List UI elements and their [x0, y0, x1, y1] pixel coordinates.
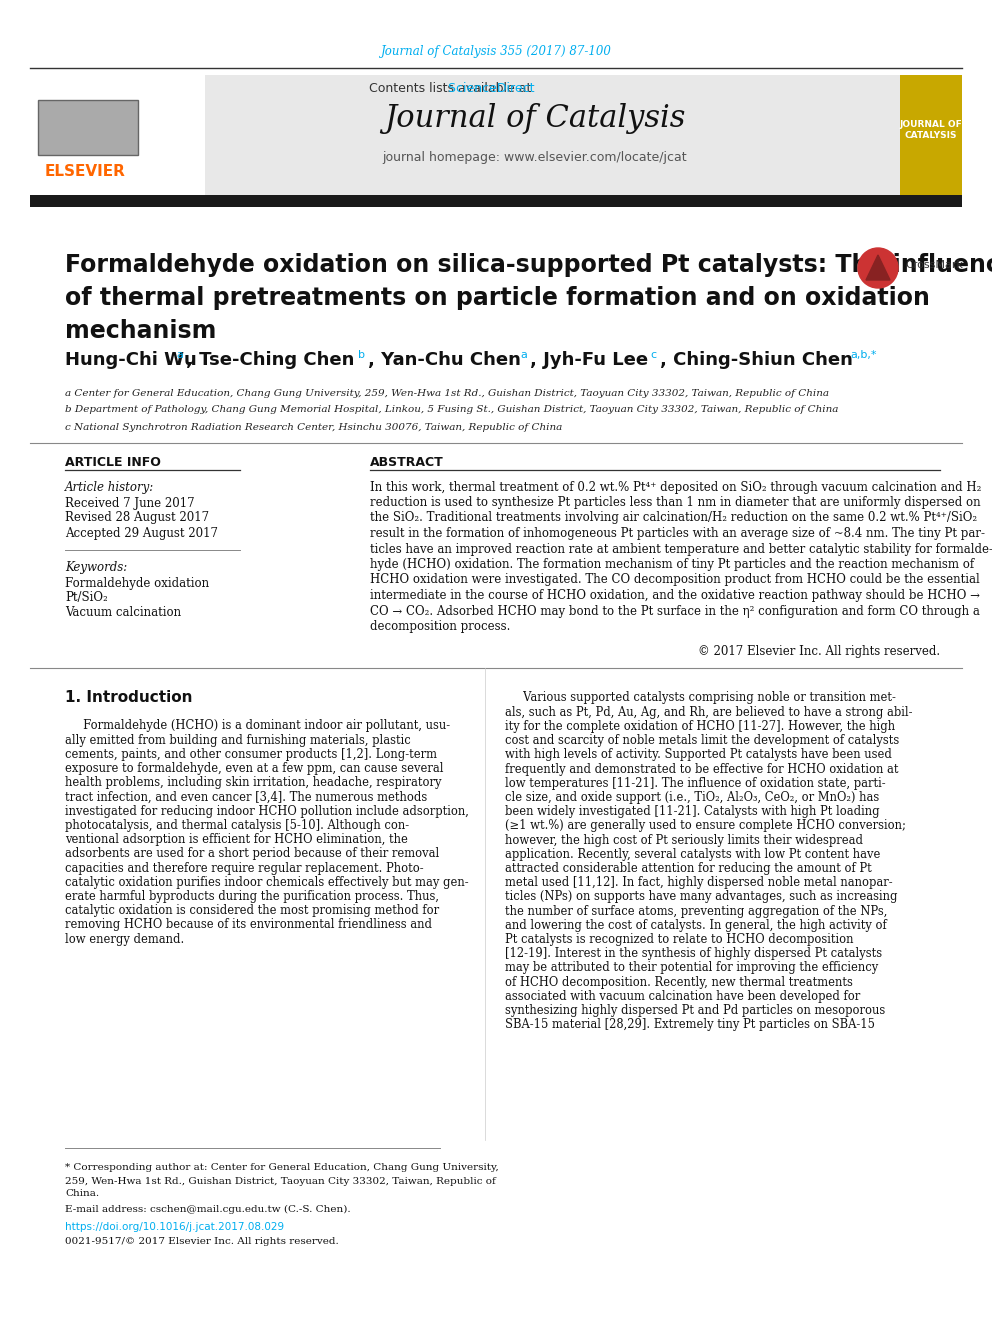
- FancyBboxPatch shape: [30, 75, 205, 194]
- Text: low energy demand.: low energy demand.: [65, 933, 185, 946]
- Text: decomposition process.: decomposition process.: [370, 620, 510, 632]
- Text: associated with vacuum calcination have been developed for: associated with vacuum calcination have …: [505, 990, 860, 1003]
- Text: ticles have an improved reaction rate at ambient temperature and better catalyti: ticles have an improved reaction rate at…: [370, 542, 992, 556]
- FancyBboxPatch shape: [900, 75, 962, 194]
- FancyBboxPatch shape: [30, 194, 962, 206]
- Text: Pt catalysts is recognized to relate to HCHO decomposition: Pt catalysts is recognized to relate to …: [505, 933, 853, 946]
- Text: the number of surface atoms, preventing aggregation of the NPs,: the number of surface atoms, preventing …: [505, 905, 888, 917]
- Text: HCHO oxidation were investigated. The CO decomposition product from HCHO could b: HCHO oxidation were investigated. The CO…: [370, 573, 980, 586]
- Text: (≥1 wt.%) are generally used to ensure complete HCHO conversion;: (≥1 wt.%) are generally used to ensure c…: [505, 819, 906, 832]
- Text: b Department of Pathology, Chang Gung Memorial Hospital, Linkou, 5 Fusing St., G: b Department of Pathology, Chang Gung Me…: [65, 406, 838, 414]
- Text: and lowering the cost of catalysts. In general, the high activity of: and lowering the cost of catalysts. In g…: [505, 918, 887, 931]
- Text: journal homepage: www.elsevier.com/locate/jcat: journal homepage: www.elsevier.com/locat…: [383, 151, 687, 164]
- Text: cle size, and oxide support (i.e., TiO₂, Al₂O₃, CeO₂, or MnO₂) has: cle size, and oxide support (i.e., TiO₂,…: [505, 791, 879, 804]
- Text: Journal of Catalysis: Journal of Catalysis: [384, 102, 685, 134]
- Text: photocatalysis, and thermal catalysis [5-10]. Although con-: photocatalysis, and thermal catalysis [5…: [65, 819, 409, 832]
- Text: Article history:: Article history:: [65, 480, 154, 493]
- Text: Journal of Catalysis 355 (2017) 87-100: Journal of Catalysis 355 (2017) 87-100: [381, 45, 611, 58]
- Text: 259, Wen-Hwa 1st Rd., Guishan District, Taoyuan City 33302, Taiwan, Republic of: 259, Wen-Hwa 1st Rd., Guishan District, …: [65, 1176, 496, 1185]
- Text: mechanism: mechanism: [65, 319, 216, 343]
- Text: a: a: [176, 351, 183, 360]
- Text: * Corresponding author at: Center for General Education, Chang Gung University,: * Corresponding author at: Center for Ge…: [65, 1163, 499, 1172]
- Text: tract infection, and even cancer [3,4]. The numerous methods: tract infection, and even cancer [3,4]. …: [65, 791, 428, 803]
- Text: result in the formation of inhomogeneous Pt particles with an average size of ~8: result in the formation of inhomogeneous…: [370, 527, 985, 540]
- Text: SBA-15 material [28,29]. Extremely tiny Pt particles on SBA-15: SBA-15 material [28,29]. Extremely tiny …: [505, 1019, 875, 1031]
- Text: c: c: [650, 351, 656, 360]
- Text: catalytic oxidation purifies indoor chemicals effectively but may gen-: catalytic oxidation purifies indoor chem…: [65, 876, 468, 889]
- Text: c National Synchrotron Radiation Research Center, Hsinchu 30076, Taiwan, Republi: c National Synchrotron Radiation Researc…: [65, 422, 562, 431]
- Text: © 2017 Elsevier Inc. All rights reserved.: © 2017 Elsevier Inc. All rights reserved…: [698, 646, 940, 659]
- Text: , Jyh-Fu Lee: , Jyh-Fu Lee: [530, 351, 648, 369]
- Text: hyde (HCHO) oxidation. The formation mechanism of tiny Pt particles and the reac: hyde (HCHO) oxidation. The formation mec…: [370, 558, 974, 572]
- Text: with high levels of activity. Supported Pt catalysts have been used: with high levels of activity. Supported …: [505, 749, 892, 761]
- Text: removing HCHO because of its environmental friendliness and: removing HCHO because of its environment…: [65, 918, 432, 931]
- Text: capacities and therefore require regular replacement. Photo-: capacities and therefore require regular…: [65, 861, 424, 875]
- Text: ELSEVIER: ELSEVIER: [45, 164, 125, 180]
- FancyBboxPatch shape: [30, 75, 900, 194]
- Text: ticles (NPs) on supports have many advantages, such as increasing: ticles (NPs) on supports have many advan…: [505, 890, 898, 904]
- Text: , Ching-Shiun Chen: , Ching-Shiun Chen: [660, 351, 853, 369]
- Text: 1. Introduction: 1. Introduction: [65, 691, 192, 705]
- Text: frequently and demonstrated to be effective for HCHO oxidation at: frequently and demonstrated to be effect…: [505, 762, 899, 775]
- Text: metal used [11,12]. In fact, highly dispersed noble metal nanopar-: metal used [11,12]. In fact, highly disp…: [505, 876, 893, 889]
- Text: ally emitted from building and furnishing materials, plastic: ally emitted from building and furnishin…: [65, 734, 411, 746]
- FancyBboxPatch shape: [38, 101, 138, 155]
- Text: Formaldehyde (HCHO) is a dominant indoor air pollutant, usu-: Formaldehyde (HCHO) is a dominant indoor…: [65, 720, 450, 733]
- Text: of HCHO decomposition. Recently, new thermal treatments: of HCHO decomposition. Recently, new the…: [505, 975, 853, 988]
- Text: E-mail address: cschen@mail.cgu.edu.tw (C.-S. Chen).: E-mail address: cschen@mail.cgu.edu.tw (…: [65, 1204, 350, 1213]
- Text: In this work, thermal treatment of 0.2 wt.% Pt⁴⁺ deposited on SiO₂ through vacuu: In this work, thermal treatment of 0.2 w…: [370, 480, 981, 493]
- Text: Vacuum calcination: Vacuum calcination: [65, 606, 182, 619]
- Text: als, such as Pt, Pd, Au, Ag, and Rh, are believed to have a strong abil-: als, such as Pt, Pd, Au, Ag, and Rh, are…: [505, 705, 913, 718]
- Text: attracted considerable attention for reducing the amount of Pt: attracted considerable attention for red…: [505, 861, 872, 875]
- Text: 0021-9517/© 2017 Elsevier Inc. All rights reserved.: 0021-9517/© 2017 Elsevier Inc. All right…: [65, 1237, 338, 1246]
- Text: , Tse-Ching Chen: , Tse-Ching Chen: [186, 351, 354, 369]
- Text: the SiO₂. Traditional treatments involving air calcination/H₂ reduction on the s: the SiO₂. Traditional treatments involvi…: [370, 512, 977, 524]
- Polygon shape: [866, 255, 890, 280]
- Text: Revised 28 August 2017: Revised 28 August 2017: [65, 512, 209, 524]
- Text: a Center for General Education, Chang Gung University, 259, Wen-Hwa 1st Rd., Gui: a Center for General Education, Chang Gu…: [65, 389, 829, 397]
- Text: JOURNAL OF
CATALYSIS: JOURNAL OF CATALYSIS: [900, 119, 962, 140]
- Text: CO → CO₂. Adsorbed HCHO may bond to the Pt surface in the η² configuration and f: CO → CO₂. Adsorbed HCHO may bond to the …: [370, 605, 980, 618]
- Text: been widely investigated [11-21]. Catalysts with high Pt loading: been widely investigated [11-21]. Cataly…: [505, 806, 880, 818]
- Text: adsorbents are used for a short period because of their removal: adsorbents are used for a short period b…: [65, 847, 439, 860]
- Text: [12-19]. Interest in the synthesis of highly dispersed Pt catalysts: [12-19]. Interest in the synthesis of hi…: [505, 947, 882, 960]
- Text: , Yan-Chu Chen: , Yan-Chu Chen: [368, 351, 521, 369]
- Text: b: b: [358, 351, 365, 360]
- Text: low temperatures [11-21]. The influence of oxidation state, parti-: low temperatures [11-21]. The influence …: [505, 777, 886, 790]
- Text: exposure to formaldehyde, even at a few ppm, can cause several: exposure to formaldehyde, even at a few …: [65, 762, 443, 775]
- Text: ARTICLE INFO: ARTICLE INFO: [65, 455, 161, 468]
- Text: cost and scarcity of noble metals limit the development of catalysts: cost and scarcity of noble metals limit …: [505, 734, 900, 747]
- Text: reduction is used to synthesize Pt particles less than 1 nm in diameter that are: reduction is used to synthesize Pt parti…: [370, 496, 981, 509]
- Text: may be attributed to their potential for improving the efficiency: may be attributed to their potential for…: [505, 962, 878, 974]
- Text: of thermal pretreatments on particle formation and on oxidation: of thermal pretreatments on particle for…: [65, 286, 930, 310]
- Text: erate harmful byproducts during the purification process. Thus,: erate harmful byproducts during the puri…: [65, 890, 439, 902]
- Text: a: a: [520, 351, 527, 360]
- Text: Accepted 29 August 2017: Accepted 29 August 2017: [65, 527, 218, 540]
- Text: China.: China.: [65, 1189, 99, 1199]
- Circle shape: [858, 247, 898, 288]
- Text: application. Recently, several catalysts with low Pt content have: application. Recently, several catalysts…: [505, 848, 880, 861]
- Text: health problems, including skin irritation, headache, respiratory: health problems, including skin irritati…: [65, 777, 441, 790]
- Text: Formaldehyde oxidation: Formaldehyde oxidation: [65, 577, 209, 590]
- Text: https://doi.org/10.1016/j.jcat.2017.08.029: https://doi.org/10.1016/j.jcat.2017.08.0…: [65, 1222, 284, 1232]
- Text: synthesizing highly dispersed Pt and Pd particles on mesoporous: synthesizing highly dispersed Pt and Pd …: [505, 1004, 885, 1017]
- Text: catalytic oxidation is considered the most promising method for: catalytic oxidation is considered the mo…: [65, 904, 439, 917]
- Text: a,b,*: a,b,*: [850, 351, 877, 360]
- Text: Keywords:: Keywords:: [65, 561, 127, 573]
- Text: Pt/SiO₂: Pt/SiO₂: [65, 591, 108, 605]
- Text: ABSTRACT: ABSTRACT: [370, 455, 443, 468]
- Text: Received 7 June 2017: Received 7 June 2017: [65, 496, 194, 509]
- Text: ventional adsorption is efficient for HCHO elimination, the: ventional adsorption is efficient for HC…: [65, 833, 408, 847]
- Text: Formaldehyde oxidation on silica-supported Pt catalysts: The influence: Formaldehyde oxidation on silica-support…: [65, 253, 992, 277]
- Text: ity for the complete oxidation of HCHO [11-27]. However, the high: ity for the complete oxidation of HCHO […: [505, 720, 895, 733]
- Text: ScienceDirect: ScienceDirect: [385, 82, 535, 94]
- Text: Contents lists available at: Contents lists available at: [369, 82, 535, 94]
- Text: intermediate in the course of HCHO oxidation, and the oxidative reaction pathway: intermediate in the course of HCHO oxida…: [370, 589, 980, 602]
- Text: investigated for reducing indoor HCHO pollution include adsorption,: investigated for reducing indoor HCHO po…: [65, 804, 469, 818]
- Text: Various supported catalysts comprising noble or transition met-: Various supported catalysts comprising n…: [505, 692, 896, 705]
- Text: CrossMark: CrossMark: [905, 261, 963, 270]
- Text: cements, paints, and other consumer products [1,2]. Long-term: cements, paints, and other consumer prod…: [65, 747, 437, 761]
- Text: Hung-Chi Wu: Hung-Chi Wu: [65, 351, 196, 369]
- Text: however, the high cost of Pt seriously limits their widespread: however, the high cost of Pt seriously l…: [505, 833, 863, 847]
